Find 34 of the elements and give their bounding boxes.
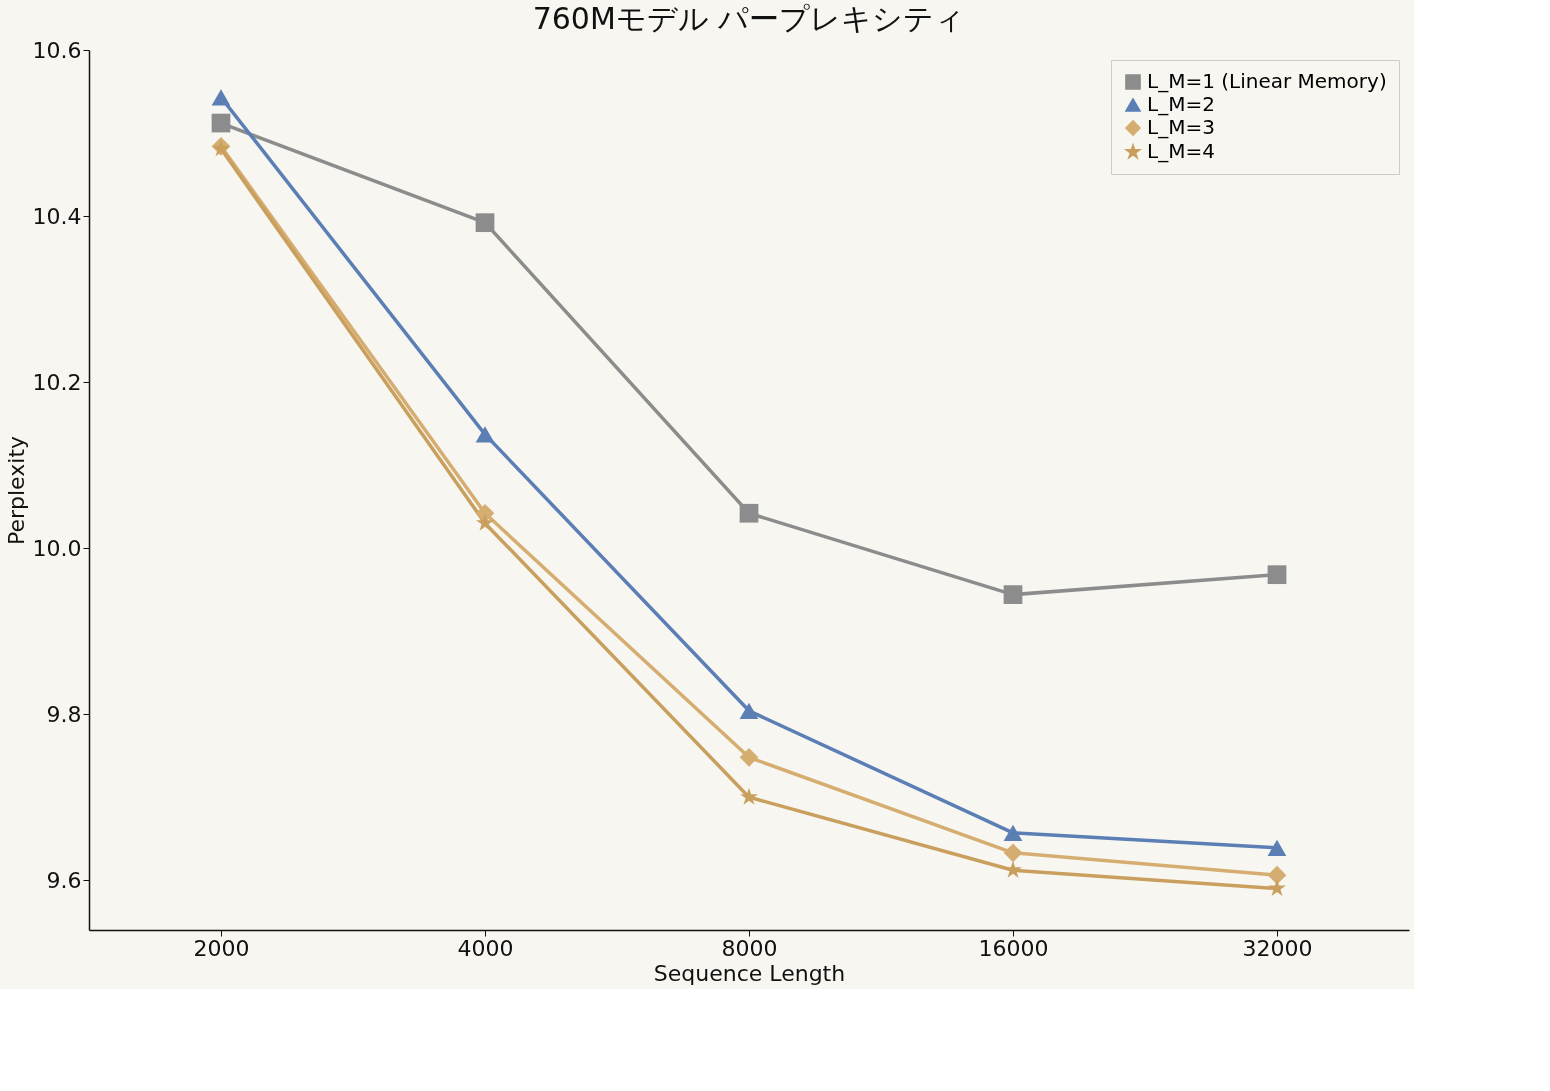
y-tick-label: 10.6 bbox=[32, 37, 82, 63]
y-tick-label: 9.8 bbox=[46, 701, 82, 727]
x-tick-label: 32000 bbox=[1242, 935, 1313, 961]
x-tick-label: 2000 bbox=[193, 935, 250, 961]
y-axis-title: Perplexity bbox=[3, 435, 29, 546]
legend-label: L_M=2 bbox=[1147, 92, 1215, 116]
y-tick-label: 10.0 bbox=[32, 535, 82, 561]
point bbox=[1267, 865, 1287, 885]
point bbox=[1267, 839, 1287, 856]
point bbox=[1003, 843, 1023, 863]
y-tick-label: 9.6 bbox=[46, 867, 82, 893]
point bbox=[1003, 585, 1023, 604]
point bbox=[1268, 879, 1286, 897]
point bbox=[476, 513, 494, 531]
x-axis-title: Sequence Length bbox=[653, 960, 846, 986]
point bbox=[739, 702, 759, 719]
point bbox=[739, 747, 759, 767]
y-tick-label: 10.2 bbox=[32, 369, 82, 395]
point bbox=[1003, 824, 1023, 841]
legend-label: L_M=4 bbox=[1147, 139, 1215, 163]
x-tick-label: 4000 bbox=[457, 935, 514, 961]
point bbox=[475, 213, 495, 233]
legend-label: L_M=1 (Linear Memory) bbox=[1147, 69, 1387, 93]
point bbox=[475, 426, 495, 443]
point bbox=[740, 787, 758, 805]
point bbox=[739, 503, 759, 523]
chart-title: 760Mモデル パープレキシティ bbox=[532, 1, 966, 36]
point bbox=[211, 113, 231, 133]
legend-label: L_M=3 bbox=[1147, 115, 1215, 139]
x-tick-label: 8000 bbox=[721, 935, 778, 961]
y-tick-label: 10.4 bbox=[32, 203, 82, 229]
point bbox=[1267, 565, 1287, 585]
point bbox=[211, 89, 231, 106]
x-tick-label: 16000 bbox=[978, 935, 1049, 961]
